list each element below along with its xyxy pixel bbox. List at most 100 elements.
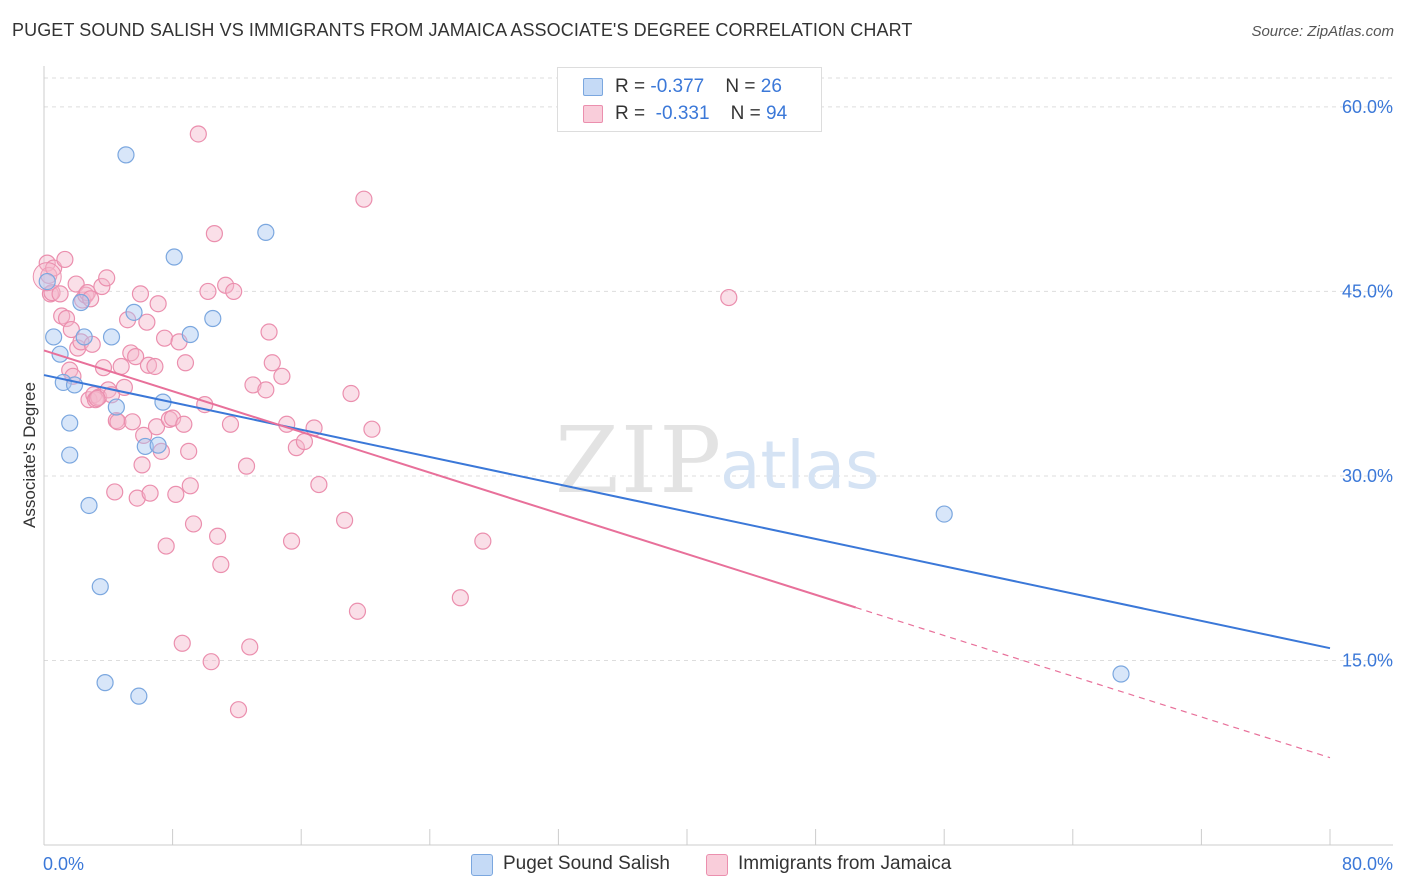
- data-point: [61, 414, 79, 432]
- legend-label: Puget Sound Salish: [503, 853, 670, 874]
- data-point: [257, 381, 275, 399]
- y-tick-label: 15.0%: [1342, 650, 1393, 670]
- data-point: [102, 328, 121, 346]
- data-point: [82, 290, 100, 308]
- data-point: [51, 285, 69, 303]
- data-point: [181, 477, 199, 495]
- data-point: [155, 329, 174, 347]
- data-point: [138, 313, 156, 331]
- data-point-cluster: [32, 262, 62, 292]
- data-point: [263, 354, 281, 372]
- trend-line-solid: [43, 374, 1331, 650]
- data-point: [225, 282, 243, 301]
- data-point: [146, 357, 164, 376]
- correlation-legend: R = -0.377 N = 26 R = -0.331 N = 94: [557, 67, 822, 132]
- data-point: [65, 376, 84, 394]
- r-value: -0.331: [655, 103, 710, 124]
- data-point: [237, 457, 256, 475]
- r-label: R =: [615, 76, 651, 97]
- data-point: [165, 248, 183, 266]
- data-point: [136, 437, 154, 456]
- data-point: [109, 413, 127, 431]
- series-legend: Puget Sound Salish Immigrants from Jamai…: [0, 852, 1406, 878]
- data-point: [204, 309, 222, 328]
- data-point: [57, 309, 76, 328]
- trend-line-dashed: [855, 606, 1331, 759]
- data-point: [282, 532, 301, 550]
- data-point: [98, 269, 116, 287]
- legend-text: R = -0.331 N = 94: [615, 103, 787, 125]
- data-point: [128, 489, 146, 507]
- data-point: [56, 250, 74, 269]
- data-point: [117, 146, 135, 164]
- watermark: ZIP atlas: [555, 407, 880, 514]
- series-puget-sound-salish: [38, 146, 1130, 705]
- data-point: [175, 415, 193, 433]
- data-point: [202, 653, 220, 671]
- trend-line-solid: [43, 349, 857, 609]
- data-point: [51, 345, 69, 363]
- data-point: [72, 293, 90, 312]
- legend-swatch-pink: [706, 854, 728, 876]
- data-point: [130, 687, 148, 705]
- data-point: [348, 602, 367, 620]
- data-point: [241, 638, 259, 656]
- data-point: [229, 701, 248, 719]
- data-point: [127, 348, 145, 366]
- data-point: [149, 436, 167, 454]
- data-point: [212, 555, 230, 574]
- data-point: [342, 384, 360, 403]
- series-immigrants-from-jamaica: [32, 125, 738, 719]
- data-point: [260, 323, 278, 341]
- data-point: [180, 442, 198, 460]
- r-label: R =: [615, 103, 651, 124]
- data-point: [295, 432, 314, 451]
- data-point: [273, 367, 291, 385]
- y-tick-label: 60.0%: [1342, 97, 1393, 117]
- data-point: [75, 328, 93, 346]
- data-point: [133, 456, 151, 474]
- data-point: [61, 446, 79, 464]
- data-point: [62, 320, 80, 339]
- grid-lines: [44, 77, 1393, 661]
- x-tick-labels: 0.0% 80.0%: [43, 854, 1393, 874]
- data-point: [45, 328, 63, 346]
- watermark-zip: ZIP: [555, 407, 723, 514]
- data-point: [221, 415, 240, 433]
- chart-title: PUGET SOUND SALISH VS IMMIGRANTS FROM JA…: [12, 20, 913, 40]
- data-point: [123, 413, 142, 431]
- data-point: [53, 307, 71, 325]
- data-point: [131, 285, 150, 303]
- legend-swatch-blue: [471, 854, 493, 876]
- data-point: [336, 511, 354, 529]
- data-point: [451, 589, 469, 607]
- trend-lines: [43, 349, 1331, 759]
- x-tick-label: 0.0%: [43, 854, 84, 874]
- data-point: [107, 398, 125, 416]
- data-point: [91, 578, 109, 596]
- data-point: [209, 527, 227, 545]
- data-point: [176, 354, 195, 372]
- source-label: Source: ZipAtlas.com: [1251, 23, 1394, 40]
- data-point: [147, 418, 166, 436]
- data-point: [474, 532, 492, 550]
- data-point: [149, 295, 167, 313]
- data-point: [310, 475, 328, 494]
- data-point: [205, 225, 223, 243]
- n-label: N =: [730, 103, 767, 124]
- data-point: [125, 303, 143, 321]
- data-point: [199, 282, 217, 301]
- data-point: [935, 505, 953, 523]
- data-point: [88, 389, 106, 408]
- data-point: [257, 223, 275, 241]
- data-point: [93, 277, 111, 296]
- legend-label: Immigrants from Jamaica: [738, 853, 952, 874]
- x-tick-label: 80.0%: [1342, 854, 1393, 874]
- data-point: [141, 484, 159, 502]
- n-value: 94: [766, 103, 788, 124]
- data-point: [139, 356, 158, 374]
- legend-text: R = -0.377 N = 26: [615, 76, 782, 98]
- data-point: [112, 357, 130, 376]
- axes: [43, 66, 1393, 846]
- data-point: [189, 125, 207, 143]
